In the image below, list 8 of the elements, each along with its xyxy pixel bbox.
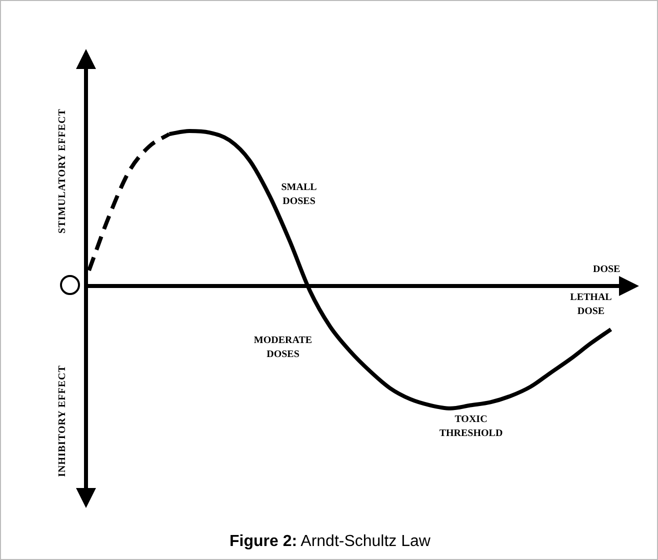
annotation: MODERATE DOSES bbox=[254, 334, 312, 362]
annotation: SMALL DOSES bbox=[281, 181, 317, 209]
text: INHIBITORY EFFECT bbox=[56, 365, 69, 477]
caption: Figure 2: Arndt-Schultz Law bbox=[228, 533, 432, 551]
text: STIMULATORY EFFECT bbox=[56, 108, 69, 234]
text: TOXIC THRESHOLD bbox=[439, 413, 503, 441]
x-axis-title: DOSE bbox=[593, 263, 620, 277]
annotation: LETHAL DOSE bbox=[570, 291, 612, 319]
